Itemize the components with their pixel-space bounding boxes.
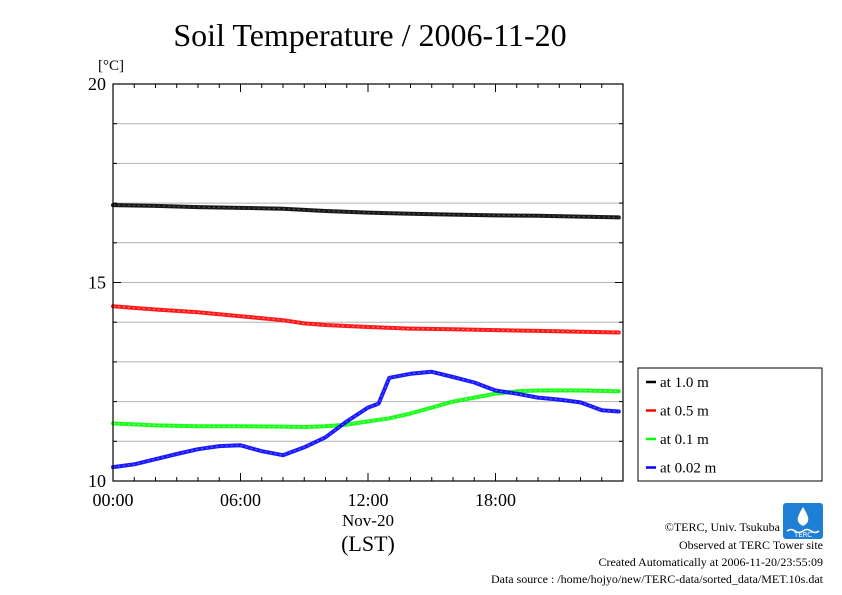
logo-text: TERC	[793, 531, 812, 539]
x-tick-label: 06:00	[220, 490, 261, 510]
chart-title: Soil Temperature / 2006-11-20	[173, 17, 566, 53]
grid-lines	[113, 83, 623, 442]
legend-label: at 0.1 m	[660, 432, 709, 448]
x-axis-label: (LST)	[341, 531, 395, 556]
legend-label: at 0.02 m	[660, 461, 717, 477]
observed-text: Observed at TERC Tower site	[679, 538, 823, 552]
x-date-label: Nov-20	[342, 511, 394, 530]
legend: at 1.0 m at 0.5 m at 0.1 m at 0.02 m	[637, 367, 823, 482]
y-tick-label: 10	[88, 471, 106, 491]
x-tick-label: 12:00	[347, 490, 388, 510]
series-line-highlight-1	[112, 305, 619, 333]
data-source-text: Data source : /home/hojyo/new/TERC-data/…	[491, 572, 824, 586]
series-line-highlight-3	[112, 371, 619, 468]
series-line-highlight-2	[112, 390, 619, 428]
y-unit-label: [°C]	[98, 58, 124, 74]
series-line-highlight-0	[112, 204, 619, 218]
series-line-1	[111, 304, 621, 335]
legend-box	[637, 367, 823, 482]
legend-label: at 1.0 m	[660, 375, 709, 391]
x-tick-label: 18:00	[475, 490, 516, 510]
created-text: Created Automatically at 2006-11-20/23:5…	[598, 555, 823, 569]
series-line-3	[111, 369, 621, 470]
x-tick-label: 00:00	[92, 490, 133, 510]
terc-logo: TERC	[783, 503, 823, 539]
legend-label: at 0.5 m	[660, 404, 709, 420]
y-tick-label: 20	[88, 74, 106, 94]
copyright-text: ©TERC, Univ. Tsukuba	[665, 520, 781, 534]
series-layer	[111, 203, 621, 470]
y-tick-label: 15	[88, 273, 106, 293]
x-axis: 00:00 06:00 12:00 18:00	[92, 84, 624, 510]
y-axis: 10 15 20	[88, 74, 623, 491]
